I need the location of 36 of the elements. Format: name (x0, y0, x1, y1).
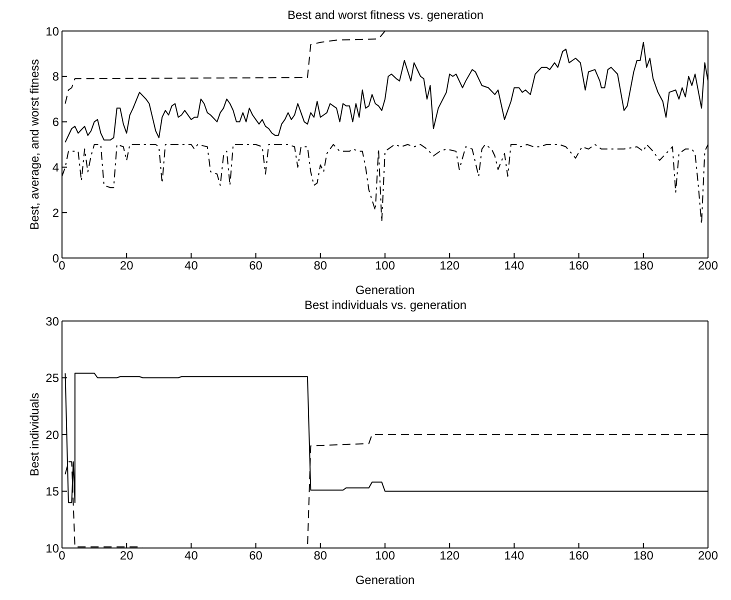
x-tick-label: 120 (440, 258, 460, 273)
x-tick-label: 180 (633, 258, 654, 273)
y-tick-label: 25 (46, 371, 60, 386)
x-tick-label: 200 (698, 548, 718, 563)
y-axis-title: Best individuals (27, 392, 42, 476)
x-tick-label: 40 (184, 548, 198, 563)
x-tick-label: 60 (249, 258, 263, 273)
x-tick-label: 180 (633, 548, 654, 563)
x-tick-label: 140 (504, 548, 525, 563)
x-tick-label: 80 (314, 258, 328, 273)
y-tick-label: 20 (46, 428, 60, 442)
x-tick-label: 60 (249, 548, 263, 563)
x-tick-label: 160 (568, 258, 590, 273)
x-tick-label: 200 (698, 258, 718, 273)
x-tick-label: 160 (568, 548, 590, 563)
x-tick-label: 120 (440, 548, 460, 563)
y-tick-label: 10 (46, 541, 60, 556)
y-tick-label: 4 (52, 160, 60, 174)
y-tick-label: 6 (52, 115, 60, 130)
x-tick-label: 40 (184, 258, 198, 273)
x-axis-title: Generation (355, 283, 415, 297)
y-tick-label: 8 (52, 70, 60, 84)
x-tick-label: 20 (120, 258, 134, 273)
y-tick-label: 10 (46, 24, 60, 38)
x-tick-label: 80 (314, 548, 328, 563)
x-tick-label: 100 (374, 258, 396, 273)
chart-title: Best and worst fitness vs. generation (286, 8, 485, 24)
y-axis-title: Best, average, and worst fitness (27, 59, 42, 230)
x-axis-title: Generation (355, 573, 415, 587)
y-tick-label: 2 (52, 206, 60, 220)
chart-title: Best individuals vs. generation (303, 298, 468, 314)
x-tick-label: 100 (374, 548, 396, 563)
x-tick-label: 140 (504, 258, 525, 273)
x-tick-label: 20 (120, 548, 134, 563)
y-tick-label: 15 (46, 484, 60, 499)
y-tick-label: 30 (46, 314, 60, 328)
